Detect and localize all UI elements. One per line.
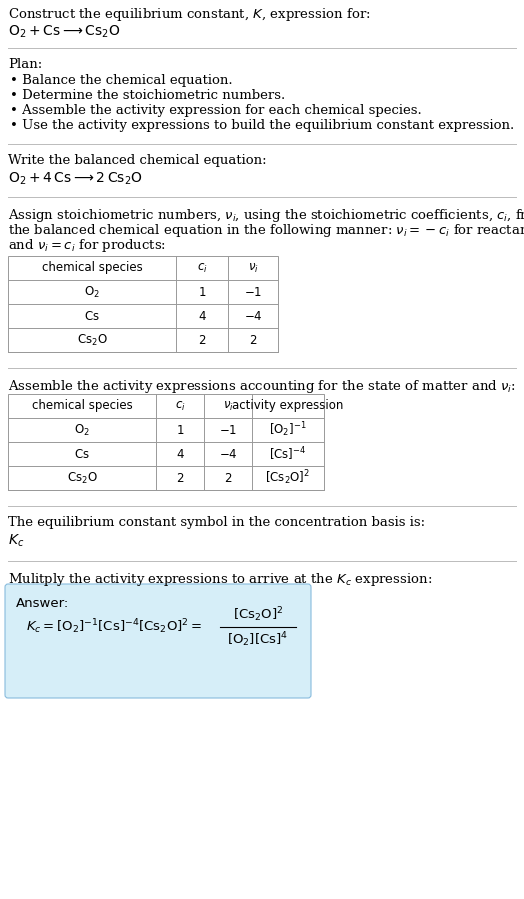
Text: chemical species: chemical species: [31, 399, 133, 413]
Text: $K_c = [\mathrm{O_2}]^{-1} [\mathrm{Cs}]^{-4} [\mathrm{Cs_2O}]^{2} = $: $K_c = [\mathrm{O_2}]^{-1} [\mathrm{Cs}]…: [26, 618, 202, 636]
Text: 4: 4: [198, 309, 206, 323]
Text: 2: 2: [176, 471, 184, 485]
Text: $\nu_i$: $\nu_i$: [223, 399, 233, 413]
Text: 1: 1: [198, 286, 206, 298]
Text: $\mathrm{O_2 + 4\, Cs \longrightarrow 2\, Cs_2O}$: $\mathrm{O_2 + 4\, Cs \longrightarrow 2\…: [8, 171, 143, 187]
Text: $[\mathrm{Cs}]^{-4}$: $[\mathrm{Cs}]^{-4}$: [269, 445, 307, 463]
Text: Plan:: Plan:: [8, 58, 42, 71]
Text: $\mathrm{O_2}$: $\mathrm{O_2}$: [84, 284, 100, 299]
Text: $-1$: $-1$: [219, 423, 237, 437]
Text: $\nu_i$: $\nu_i$: [248, 262, 258, 274]
Text: Write the balanced chemical equation:: Write the balanced chemical equation:: [8, 154, 267, 167]
Text: $-1$: $-1$: [244, 286, 262, 298]
Text: $[\mathrm{O_2}][\mathrm{Cs}]^4$: $[\mathrm{O_2}][\mathrm{Cs}]^4$: [227, 631, 289, 649]
FancyBboxPatch shape: [5, 584, 311, 698]
Text: Answer:: Answer:: [16, 597, 69, 610]
Text: $\mathrm{Cs_2O}$: $\mathrm{Cs_2O}$: [77, 333, 107, 348]
Text: $\mathrm{O_2 + Cs \longrightarrow Cs_2O}$: $\mathrm{O_2 + Cs \longrightarrow Cs_2O}…: [8, 24, 121, 40]
Text: $\mathrm{Cs_2O}$: $\mathrm{Cs_2O}$: [67, 470, 97, 485]
Text: and $\nu_i = c_i$ for products:: and $\nu_i = c_i$ for products:: [8, 237, 166, 254]
Text: Construct the equilibrium constant, $K$, expression for:: Construct the equilibrium constant, $K$,…: [8, 6, 370, 23]
Text: $c_i$: $c_i$: [174, 399, 185, 413]
Text: 2: 2: [224, 471, 232, 485]
Text: activity expression: activity expression: [232, 399, 344, 413]
Bar: [8, 256, 278, 352]
Text: 1: 1: [176, 423, 184, 437]
Text: • Assemble the activity expression for each chemical species.: • Assemble the activity expression for e…: [10, 104, 422, 117]
Text: $c_i$: $c_i$: [196, 262, 208, 274]
Text: 4: 4: [176, 448, 184, 460]
Text: 2: 2: [198, 334, 206, 346]
Text: the balanced chemical equation in the following manner: $\nu_i = -c_i$ for react: the balanced chemical equation in the fo…: [8, 222, 524, 239]
Text: Assemble the activity expressions accounting for the state of matter and $\nu_i$: Assemble the activity expressions accoun…: [8, 378, 516, 395]
Text: $-4$: $-4$: [219, 448, 237, 460]
Text: Mulitply the activity expressions to arrive at the $K_c$ expression:: Mulitply the activity expressions to arr…: [8, 571, 432, 588]
Text: $[\mathrm{O_2}]^{-1}$: $[\mathrm{O_2}]^{-1}$: [269, 421, 307, 440]
Text: $K_c$: $K_c$: [8, 533, 24, 549]
Text: • Use the activity expressions to build the equilibrium constant expression.: • Use the activity expressions to build …: [10, 119, 514, 132]
Text: $[\mathrm{Cs_2O}]^2$: $[\mathrm{Cs_2O}]^2$: [233, 606, 283, 624]
Text: $[\mathrm{Cs_2O}]^{2}$: $[\mathrm{Cs_2O}]^{2}$: [266, 468, 311, 487]
Text: $\mathrm{Cs}$: $\mathrm{Cs}$: [74, 448, 90, 460]
Text: $\mathrm{O_2}$: $\mathrm{O_2}$: [74, 423, 90, 438]
Text: Assign stoichiometric numbers, $\nu_i$, using the stoichiometric coefficients, $: Assign stoichiometric numbers, $\nu_i$, …: [8, 207, 524, 224]
Text: The equilibrium constant symbol in the concentration basis is:: The equilibrium constant symbol in the c…: [8, 516, 425, 529]
Text: • Determine the stoichiometric numbers.: • Determine the stoichiometric numbers.: [10, 89, 285, 102]
Text: 2: 2: [249, 334, 257, 346]
Text: • Balance the chemical equation.: • Balance the chemical equation.: [10, 74, 233, 87]
Text: chemical species: chemical species: [41, 262, 143, 274]
Text: $\mathrm{Cs}$: $\mathrm{Cs}$: [84, 309, 100, 323]
Bar: [8, 394, 324, 490]
Text: $-4$: $-4$: [244, 309, 263, 323]
